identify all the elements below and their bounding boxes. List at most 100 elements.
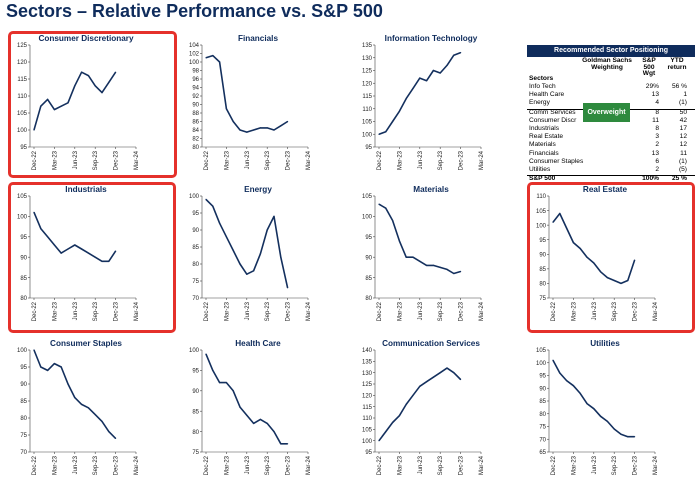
row-ytd-return: (1) [678,99,687,107]
y-tick-label: 105 [17,194,28,200]
data-point [273,431,275,433]
y-tick-label: 115 [362,405,372,411]
data-point [266,422,268,424]
data-point [627,436,629,438]
y-tick-label: 96 [192,77,199,83]
y-tick-label: 100 [189,348,200,354]
data-point [600,271,602,273]
data-point [620,433,622,435]
data-point [426,80,428,82]
data-point [559,372,561,374]
y-tick-label: 80 [365,296,372,302]
row-sector: S&P 500 [529,175,556,183]
data-point [287,120,289,123]
y-tick-label: 75 [539,425,546,431]
data-point [212,55,214,57]
data-point [205,57,207,59]
row-sector: Energy [529,99,550,107]
data-point [212,369,214,371]
data-point [392,120,394,123]
data-point [205,353,207,355]
data-point [115,71,117,73]
x-tick-label: Mar-24 [306,301,312,321]
data-point [273,129,275,131]
series-line-utilities [552,359,635,438]
y-tick-label: 70 [20,450,27,456]
data-point [432,264,434,266]
data-point [439,372,441,374]
y-tick-label: 90 [20,382,27,388]
chart-svg-real-estate: Real Estate 75 80 85 90 95 100 105 110 Dec-22 Mar-… [536,185,659,321]
data-point [634,259,636,261]
row-sp500-wgt: 100% [642,175,659,183]
y-tick-label: 105 [536,209,547,215]
chart-svg-industrials: Industrials 80 85 90 95 100 105 Dec-22 Mar-23 Jun… [17,185,140,321]
x-tick-label: Sep-23 [93,301,99,321]
x-tick-label: Sep-23 [612,301,618,321]
row-ytd-return: 12 [679,133,687,141]
y-tick-label: 105 [362,120,373,126]
data-point [259,253,261,255]
y-tick-label: 120 [362,81,373,87]
data-point [108,81,110,83]
data-point [385,431,387,433]
data-point [593,408,595,410]
data-point [405,403,407,405]
chart-svg-energy: Energy 70 75 80 85 90 95 100 Dec-22 Mar-23 Jun-23 S… [189,185,312,321]
x-tick-label: Mar-24 [479,301,485,321]
y-tick-label: 75 [192,279,199,285]
data-point [613,279,615,282]
data-point [219,222,221,224]
x-tick-label: Jun-23 [245,150,251,169]
y-tick-label: 100 [362,132,373,138]
series-line-consumer-staples [33,349,117,439]
y-tick-label: 110 [362,416,372,422]
data-point [40,366,42,368]
y-tick-label: 95 [365,235,372,241]
row-sp500-wgt: 8 [655,108,659,116]
data-point [426,264,428,266]
y-tick-label: 90 [192,103,199,109]
x-tick-label: Sep-23 [265,301,271,321]
y-tick-label: 80 [192,262,199,268]
row-sp500-wgt: 2 [655,165,659,173]
y-tick-label: 125 [362,69,373,75]
data-point [40,228,42,230]
x-tick-label: Sep-23 [265,455,271,475]
y-tick-label: 95 [539,374,546,380]
chart-svg-consumer-discretionary: Consumer Discretionary 95 100 105 110 115 120 1… [17,34,140,170]
row-sp500-wgt: 29% [645,83,659,90]
y-tick-label: 80 [20,296,27,302]
y-tick-label: 95 [20,235,27,241]
y-tick-label: 85 [539,267,546,273]
chart-title: Health Care [235,339,281,348]
x-tick-label: Dec-23 [114,150,120,170]
series-line-health-care [205,353,288,445]
data-point [378,203,380,205]
data-point [600,415,602,417]
row-sector: Info Tech [529,83,556,90]
data-point [53,244,56,246]
x-tick-label: Sep-23 [438,455,444,475]
row-sector: Consumer Discr [529,116,577,124]
data-point [392,421,394,424]
data-point [219,61,221,63]
data-point [392,219,394,222]
data-point [419,385,421,387]
data-point [246,273,248,275]
x-tick-label: Mar-24 [134,301,140,321]
data-point [460,52,462,54]
y-tick-label: 90 [539,252,546,258]
chart-title: Materials [413,185,449,194]
x-tick-label: Jun-23 [592,455,598,474]
x-tick-label: Dec-22 [377,301,383,321]
x-tick-label: Mar-24 [134,150,140,170]
y-tick-label: 104 [189,43,200,49]
data-point [94,85,96,87]
data-point [33,349,35,351]
chart-svg-consumer-staples: Consumer Staples 70 75 80 85 90 95 100 Dec-22 Mar… [17,339,140,475]
data-point [426,381,428,383]
data-point [87,252,89,254]
data-point [74,85,76,87]
x-tick-label: Dec-23 [459,150,465,170]
